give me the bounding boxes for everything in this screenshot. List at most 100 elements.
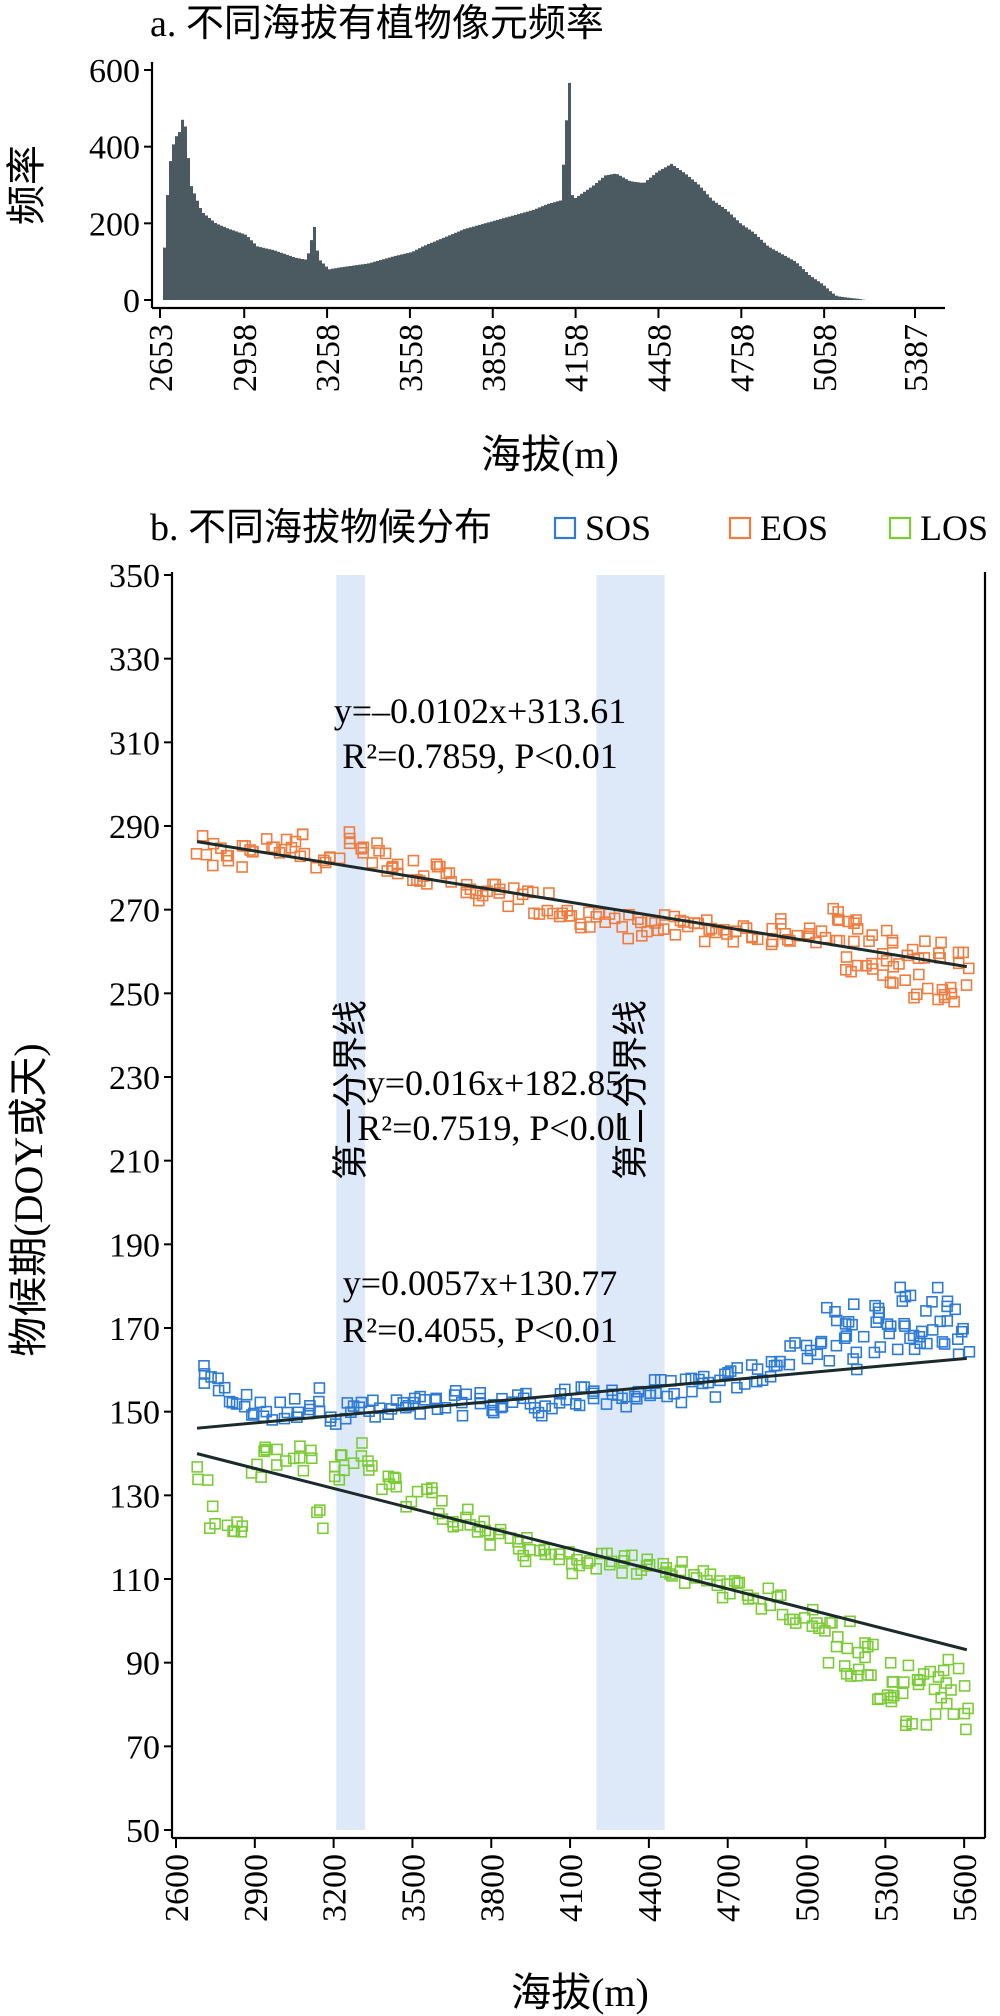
x-tick-label: 2600: [159, 1854, 196, 1922]
data-point: [296, 828, 309, 841]
data-point: [944, 981, 957, 994]
histogram-bar: [199, 208, 202, 300]
histogram-bar: [346, 266, 349, 300]
histogram-bar: [583, 191, 586, 300]
data-point: [190, 847, 203, 860]
data-point: [474, 1387, 487, 1399]
histogram-bar: [832, 293, 835, 300]
data-point: [908, 991, 920, 1004]
data-point: [716, 1591, 729, 1604]
data-point: [600, 1398, 613, 1410]
histogram-bar: [178, 132, 181, 300]
data-point: [405, 1495, 418, 1508]
histogram-bar: [391, 256, 394, 300]
data-point: [382, 1408, 394, 1420]
histogram-bar: [526, 211, 529, 300]
data-point: [887, 977, 899, 989]
histogram-bar: [664, 167, 667, 300]
data-point: [512, 1543, 525, 1555]
data-point: [886, 934, 899, 947]
data-point: [942, 1653, 955, 1666]
histogram-bar: [688, 176, 691, 300]
histogram-bar: [790, 259, 793, 300]
data-point: [313, 1504, 326, 1516]
histogram-bar: [349, 266, 352, 300]
histogram-bar: [187, 158, 190, 300]
data-point: [296, 828, 309, 841]
histogram-bar: [778, 252, 781, 300]
data-point: [626, 1549, 638, 1562]
data-point: [840, 1330, 853, 1342]
data-point: [430, 858, 443, 871]
data-point: [914, 1337, 927, 1349]
y-tick-label: 270: [109, 893, 160, 930]
histogram-bar: [856, 298, 859, 300]
panel-b: b. 不同海拔物候分布 SOS EOS LOS 第一分界线 第二分界线 y=0.005…: [6, 507, 988, 2015]
legend-marker-los: [888, 516, 912, 540]
data-point: [317, 1522, 329, 1535]
x-tick-label: 4100: [553, 1854, 590, 1922]
legend-label-eos: EOS: [760, 508, 828, 548]
data-point: [356, 1437, 368, 1449]
data-point: [936, 1336, 949, 1348]
data-point: [857, 1330, 870, 1343]
histogram-bar: [559, 200, 562, 300]
data-point: [338, 1464, 350, 1477]
data-point: [819, 931, 832, 944]
data-point: [904, 1332, 916, 1345]
histogram-bar: [808, 275, 811, 300]
panel-a-bars: [163, 82, 865, 301]
histogram-bar: [487, 222, 490, 300]
data-point: [616, 1567, 628, 1579]
equation-sos: y=0.0057x+130.77: [343, 1263, 618, 1303]
histogram-bar: [220, 225, 223, 300]
equation-eos: y=–0.0102x+313.61: [334, 691, 627, 731]
histogram-bar: [574, 198, 577, 300]
data-point: [620, 1400, 633, 1413]
x-tick-label: 3500: [395, 1854, 432, 1922]
histogram-bar: [793, 260, 796, 300]
data-point: [255, 1471, 267, 1483]
x-tick-label: 5300: [868, 1854, 905, 1922]
data-point: [222, 849, 234, 862]
histogram-bar: [283, 253, 286, 300]
histogram-bar: [817, 281, 820, 300]
stats-sos: R²=0.4055, P<0.01: [342, 1310, 617, 1350]
data-point: [366, 857, 379, 869]
data-point: [305, 1444, 317, 1457]
histogram-bar: [577, 195, 580, 300]
data-point: [274, 1396, 287, 1409]
histogram-bar: [430, 242, 433, 300]
data-point: [357, 846, 369, 859]
data-point: [934, 1315, 947, 1328]
data-point: [313, 1382, 326, 1394]
data-point: [246, 1409, 258, 1421]
histogram-bar: [556, 201, 559, 300]
data-point: [573, 1399, 586, 1412]
histogram-bar: [598, 180, 601, 300]
data-point: [945, 987, 958, 1000]
data-point: [390, 1394, 403, 1406]
histogram-bar: [589, 187, 592, 300]
data-point: [929, 1708, 942, 1720]
histogram-bar: [211, 220, 214, 300]
data-point: [848, 935, 860, 948]
data-point: [846, 1318, 858, 1331]
series-sos-points: [198, 1281, 976, 1430]
histogram-bar: [169, 161, 172, 300]
data-point: [940, 1677, 953, 1689]
histogram-bar: [322, 263, 325, 300]
histogram-bar: [466, 228, 469, 300]
histogram-bar: [679, 170, 682, 300]
histogram-bar: [355, 265, 358, 300]
histogram-bar: [820, 283, 823, 300]
histogram-bar: [637, 182, 640, 300]
histogram-bar: [424, 245, 427, 300]
histogram-bar: [256, 246, 259, 300]
histogram-bar: [673, 166, 676, 300]
histogram-bar: [373, 261, 376, 300]
data-point: [207, 859, 219, 872]
histogram-bar: [343, 266, 346, 300]
x-tick-label: 4700: [711, 1854, 748, 1922]
y-tick-label: 190: [109, 1227, 160, 1264]
